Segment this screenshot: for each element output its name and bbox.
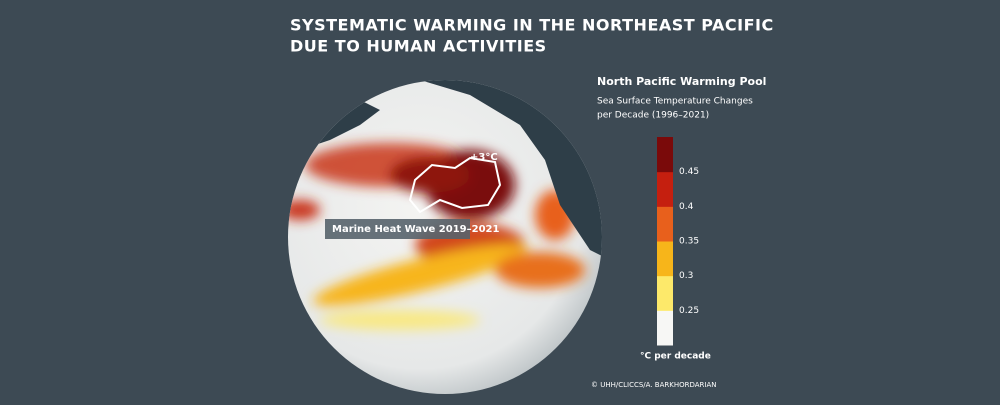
colorbar-tick-label: 0.45 — [679, 167, 699, 177]
colorbar-segment — [657, 241, 673, 277]
colorbar-tick-label: 0.3 — [679, 271, 693, 281]
title-line: SYSTEMATIC WARMING IN THE NORTHEAST PACI… — [290, 16, 774, 35]
colorbar-segment — [657, 310, 673, 346]
legend-subtitle: Sea Surface Temperature Changes — [597, 97, 753, 107]
legend-subtitle: per Decade (1996–2021) — [597, 111, 709, 121]
warming-pattern — [288, 143, 585, 330]
colorbar-tick-label: 0.4 — [679, 202, 694, 212]
colorbar-tick-label: 0.25 — [679, 306, 699, 316]
peak-label: +3°C — [470, 152, 498, 163]
colorbar-segment — [657, 206, 673, 242]
colorbar-segment — [657, 137, 673, 173]
heat-wave-label: Marine Heat Wave 2019–2021 — [332, 224, 500, 235]
title-line: DUE TO HUMAN ACTIVITIES — [290, 37, 547, 56]
legend-unit: °C per decade — [640, 352, 711, 362]
globe: +3°C Marine Heat Wave 2019–2021 — [288, 80, 602, 394]
colorbar-segment — [657, 171, 673, 207]
label-box — [325, 219, 470, 239]
colorbar: 0.25 0.3 0.35 0.4 0.45 — [657, 137, 699, 346]
credit: © UHH/CLICCS/A. BARKHORDARIAN — [591, 381, 716, 389]
colorbar-segment — [657, 275, 673, 311]
legend-title: North Pacific Warming Pool — [597, 75, 766, 88]
heat-wave-outline — [408, 156, 502, 214]
colorbar-tick-label: 0.35 — [679, 237, 699, 247]
